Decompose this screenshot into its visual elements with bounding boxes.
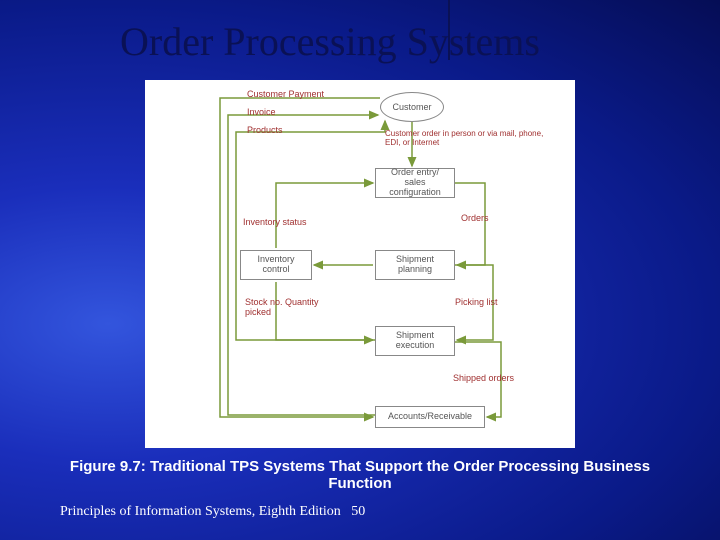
figure-caption: Figure 9.7: Traditional TPS Systems That…: [40, 458, 680, 492]
node-customer: Customer: [380, 92, 444, 122]
node-inventory-control: Inventory control: [240, 250, 312, 280]
footer-page: 50: [351, 504, 365, 519]
footer: Principles of Information Systems, Eight…: [60, 504, 365, 520]
node-shipment-planning: Shipment planning: [375, 250, 455, 280]
node-order-entry: Order entry/ sales configuration: [375, 168, 455, 198]
label-shipped-orders: Shipped orders: [453, 374, 514, 384]
diagram: Customer Order entry/ sales configuratio…: [145, 80, 575, 448]
label-stock-qty: Stock no. Quantity picked: [245, 298, 325, 318]
label-orders: Orders: [461, 214, 489, 224]
label-customer-payment: Customer Payment: [247, 90, 324, 100]
node-accounts-receivable: Accounts/Receivable: [375, 406, 485, 428]
label-picking-list: Picking list: [455, 298, 498, 308]
label-customer-order: Customer order in person or via mail, ph…: [385, 130, 555, 148]
node-shipment-execution: Shipment execution: [375, 326, 455, 356]
slide-title: Order Processing Systems: [120, 18, 540, 65]
diagram-container: Customer Order entry/ sales configuratio…: [145, 80, 575, 448]
label-products: Products: [247, 126, 283, 136]
footer-text: Principles of Information Systems, Eight…: [60, 504, 341, 519]
label-inventory-status: Inventory status: [243, 218, 307, 228]
label-invoice: Invoice: [247, 108, 276, 118]
